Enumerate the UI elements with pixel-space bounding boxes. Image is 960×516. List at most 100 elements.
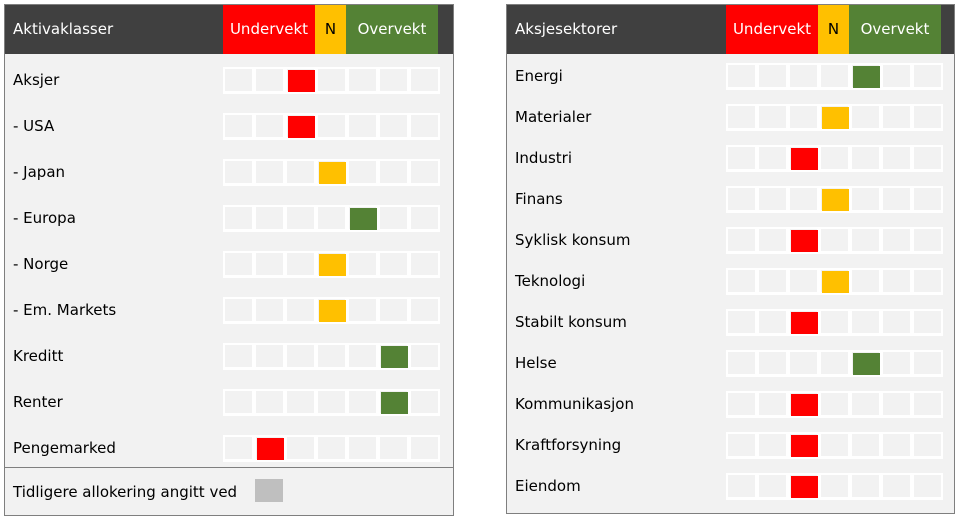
scale-cell — [852, 475, 881, 499]
scale-cell — [318, 69, 347, 93]
scale-cell — [883, 311, 912, 335]
scale-cell — [256, 299, 285, 323]
panel-title: Aktivaklasser — [13, 20, 114, 38]
scale-cell — [380, 69, 409, 93]
scale-cell — [821, 147, 850, 171]
allocation-marker — [853, 353, 880, 375]
scale-cell — [256, 207, 285, 231]
scale-cell — [852, 229, 881, 253]
scale-cell — [759, 270, 788, 294]
scale-cell — [914, 65, 943, 89]
scale-cell — [883, 270, 912, 294]
allocation-marker — [791, 312, 818, 334]
scale-cell — [287, 299, 316, 323]
scale-cell — [883, 188, 912, 212]
row-label: Teknologi — [515, 272, 586, 290]
allocation-marker — [288, 116, 315, 138]
scale-cell — [759, 147, 788, 171]
scale-cell — [728, 311, 757, 335]
scale-cell — [349, 161, 378, 185]
row-label: Eiendom — [515, 477, 581, 495]
row-label: - Japan — [13, 163, 66, 181]
row-label: Finans — [515, 190, 563, 208]
scale-cell — [914, 311, 943, 335]
allocation-marker — [791, 148, 818, 170]
scale-cell — [883, 434, 912, 458]
scale-cell — [225, 253, 254, 277]
scale-cell — [411, 161, 440, 185]
allocation-marker — [822, 107, 849, 129]
scale-cell — [883, 229, 912, 253]
scale-cell — [790, 270, 819, 294]
scale-cell — [225, 69, 254, 93]
scale-cell — [287, 253, 316, 277]
scale-cell — [411, 299, 440, 323]
scale-cell — [790, 188, 819, 212]
scale-cell — [380, 115, 409, 139]
allocation-marker — [381, 346, 408, 368]
sector-panel: Aksjesektorer Undervekt N Overvekt Energ… — [506, 4, 955, 514]
scale-cell — [852, 434, 881, 458]
scale-cell — [380, 161, 409, 185]
scale-cell — [225, 299, 254, 323]
scale-cell — [287, 207, 316, 231]
row-label: Materialer — [515, 108, 592, 126]
row-label: Stabilt konsum — [515, 313, 627, 331]
row-label: Aksjer — [13, 71, 60, 89]
scale-cell — [821, 311, 850, 335]
scale-cell — [914, 352, 943, 376]
scale-cell — [759, 311, 788, 335]
scale-cell — [821, 475, 850, 499]
row-label: Energi — [515, 67, 563, 85]
scale-cell — [728, 106, 757, 130]
scale-cell — [411, 115, 440, 139]
scale-cell — [728, 229, 757, 253]
scale-cell — [225, 437, 254, 461]
scale-cell — [256, 115, 285, 139]
row-label: - Norge — [13, 255, 69, 273]
row-label: Pengemarked — [13, 439, 116, 457]
scale-cell — [883, 352, 912, 376]
allocation-marker — [822, 189, 849, 211]
scale-cell — [914, 106, 943, 130]
allocation-marker — [288, 70, 315, 92]
allocation-marker — [791, 230, 818, 252]
allocation-marker — [319, 300, 346, 322]
underweight-header: Undervekt — [223, 5, 315, 54]
scale-cell — [883, 106, 912, 130]
scale-cell — [914, 188, 943, 212]
legend-divider — [5, 467, 453, 468]
row-label: Industri — [515, 149, 572, 167]
row-label: - Europa — [13, 209, 76, 227]
row-label: - Em. Markets — [13, 301, 117, 319]
scale-cell — [759, 188, 788, 212]
allocation-marker — [791, 435, 818, 457]
scale-cell — [411, 345, 440, 369]
scale-cell — [759, 475, 788, 499]
scale-cell — [883, 65, 912, 89]
row-label: - USA — [13, 117, 55, 135]
scale-cell — [256, 69, 285, 93]
scale-cell — [883, 393, 912, 417]
allocation-marker — [350, 208, 377, 230]
scale-cell — [380, 207, 409, 231]
scale-cell — [790, 65, 819, 89]
scale-cell — [852, 147, 881, 171]
scale-cell — [790, 106, 819, 130]
scale-cell — [759, 65, 788, 89]
allocation-marker — [381, 392, 408, 414]
row-label: Kraftforsyning — [515, 436, 622, 454]
scale-cell — [411, 253, 440, 277]
scale-cell — [821, 352, 850, 376]
scale-cell — [914, 475, 943, 499]
scale-cell — [349, 299, 378, 323]
row-label: Kommunikasjon — [515, 395, 634, 413]
panel-title: Aksjesektorer — [515, 20, 618, 38]
neutral-header: N — [818, 5, 849, 54]
scale-cell — [225, 207, 254, 231]
scale-cell — [318, 437, 347, 461]
underweight-header: Undervekt — [726, 5, 818, 54]
scale-cell — [225, 161, 254, 185]
scale-cell — [349, 391, 378, 415]
allocation-marker — [257, 438, 284, 460]
